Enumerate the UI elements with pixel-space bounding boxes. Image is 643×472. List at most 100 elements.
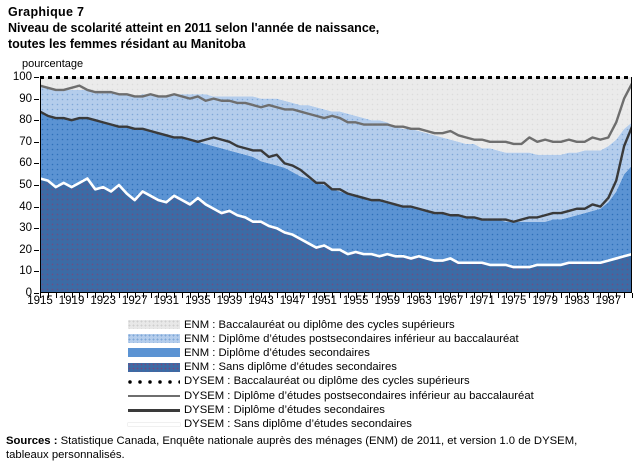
x-tick-mark — [63, 293, 65, 298]
x-tick-mark — [395, 293, 397, 298]
x-tick-mark — [482, 293, 484, 298]
plot-area — [40, 77, 632, 293]
x-tick-label: 1971 — [469, 295, 495, 307]
legend-item-dysem-postsec: DYSEM : Diplôme d’études postsecondaires… — [0, 389, 643, 403]
y-tick-label: 20 — [19, 243, 32, 256]
x-tick-label: 1967 — [437, 295, 464, 307]
swatch-dotted-line — [128, 380, 180, 385]
y-tick-mark — [34, 249, 39, 251]
area-5b93d3 — [40, 111, 632, 268]
x-tick-mark — [600, 293, 602, 298]
swatch-fill — [128, 348, 180, 358]
chart-container: pourcentage 0 10 20 30 40 50 60 70 80 90 100 1915 1… — [0, 58, 643, 308]
x-tick-mark — [576, 293, 578, 298]
x-axis-ticks — [40, 293, 633, 299]
x-tick-label: 1963 — [406, 295, 432, 307]
legend-swatch-dysem-nosecondary — [128, 419, 180, 429]
x-axis-labels: 1915 1919 1923 1927 1931 1935 1939 1943 1947 1951… — [0, 295, 643, 315]
x-tick-mark — [371, 293, 373, 298]
x-tick-mark — [489, 293, 491, 298]
y-tick-mark — [34, 293, 39, 294]
x-tick-mark — [505, 293, 507, 298]
x-tick-mark — [339, 293, 341, 298]
figure-label: Graphique 7 — [8, 5, 85, 19]
x-tick-mark — [47, 293, 49, 298]
x-tick-label: 1979 — [532, 295, 558, 307]
x-tick-mark — [466, 293, 468, 298]
legend-label: ENM : Diplôme d’études postsecondaires i… — [184, 332, 519, 345]
x-tick-mark — [592, 293, 594, 298]
x-tick-mark — [632, 293, 633, 298]
sources-text: Statistique Canada, Enquête nationale au… — [57, 435, 578, 447]
x-tick-mark — [332, 293, 334, 298]
x-tick-mark — [458, 293, 460, 298]
x-tick-mark — [221, 293, 223, 298]
sources-line2: tableaux personnalisés. — [6, 449, 125, 461]
sources-note: Sources : Statistique Canada, Enquête na… — [6, 434, 642, 462]
legend-swatch-dysem-postsec — [128, 391, 180, 401]
x-tick-mark — [300, 293, 302, 298]
x-tick-mark — [347, 293, 349, 298]
x-tick-label: 1983 — [563, 295, 590, 307]
x-tick-mark — [418, 293, 420, 298]
x-tick-mark — [545, 293, 547, 298]
x-tick-mark — [529, 293, 531, 298]
y-tick-label: 90 — [19, 92, 32, 105]
legend-label: ENM : Diplôme d’études secondaires — [184, 346, 370, 359]
x-tick-label: 1975 — [500, 295, 527, 307]
x-tick-mark — [205, 293, 207, 298]
x-tick-mark — [403, 293, 405, 298]
x-tick-label: 1947 — [279, 295, 306, 307]
y-tick-label: 70 — [19, 135, 32, 148]
y-tick-mark — [34, 271, 39, 273]
swatch-fill — [128, 362, 180, 372]
y-tick-mark — [34, 206, 39, 208]
page-title-line1: Niveau de scolarité atteint en 2011 selo… — [8, 21, 380, 35]
x-tick-label: 1927 — [121, 295, 148, 307]
y-axis-labels: 0 10 20 30 40 50 60 70 80 90 100 — [0, 71, 36, 299]
legend-swatch-enm-secondary — [128, 348, 180, 358]
y-tick-mark — [34, 98, 39, 100]
line-6e6e6e — [40, 82, 632, 146]
legend-label: DYSEM : Diplôme d’études postsecondaires… — [184, 389, 534, 402]
area-e8e8e8 — [40, 77, 632, 155]
y-tick-label: 0 — [25, 287, 32, 299]
x-tick-mark — [537, 293, 539, 298]
legend-item-dysem-bachelor: DYSEM : Baccalauréat ou diplôme des cycl… — [0, 375, 643, 389]
x-tick-mark — [134, 293, 136, 298]
x-tick-mark — [261, 293, 262, 298]
y-tick-label: 40 — [19, 200, 32, 213]
x-tick-mark — [189, 293, 191, 298]
x-tick-mark — [426, 293, 428, 298]
x-tick-mark — [410, 293, 412, 298]
x-tick-mark — [355, 293, 357, 298]
line-ffffff — [40, 177, 632, 269]
x-tick-mark — [316, 293, 318, 298]
x-tick-mark — [142, 293, 144, 298]
x-tick-mark — [608, 293, 610, 298]
x-tick-mark — [237, 293, 239, 298]
swatch-line — [128, 423, 180, 427]
x-tick-mark — [118, 293, 120, 298]
legend-item-dysem-nosecondary: DYSEM : Sans diplôme d’études secondaire… — [0, 417, 643, 431]
x-tick-label: 1951 — [311, 295, 337, 307]
chart-svg — [40, 77, 632, 293]
x-tick-mark — [111, 293, 113, 298]
x-tick-mark — [182, 293, 184, 298]
x-tick-mark — [71, 293, 73, 298]
x-tick-mark — [268, 293, 270, 298]
x-tick-mark — [284, 293, 286, 298]
x-tick-mark — [363, 293, 365, 298]
y-axis-unit-label: pourcentage — [22, 58, 84, 70]
y-tick-mark — [34, 228, 39, 230]
y-tick-mark — [34, 185, 39, 186]
legend-label: DYSEM : Baccalauréat ou diplôme des cycl… — [184, 375, 470, 388]
swatch-line — [128, 409, 180, 413]
x-tick-mark — [229, 293, 231, 298]
y-tick-label: 100 — [12, 71, 32, 83]
legend-item-dysem-secondary: DYSEM : Diplôme d’études secondaires — [0, 403, 643, 417]
x-tick-label: 1943 — [248, 295, 274, 307]
x-tick-mark — [387, 293, 389, 298]
legend-label: ENM : Baccalauréat ou diplôme des cycles… — [184, 318, 455, 331]
x-tick-mark — [158, 293, 160, 298]
